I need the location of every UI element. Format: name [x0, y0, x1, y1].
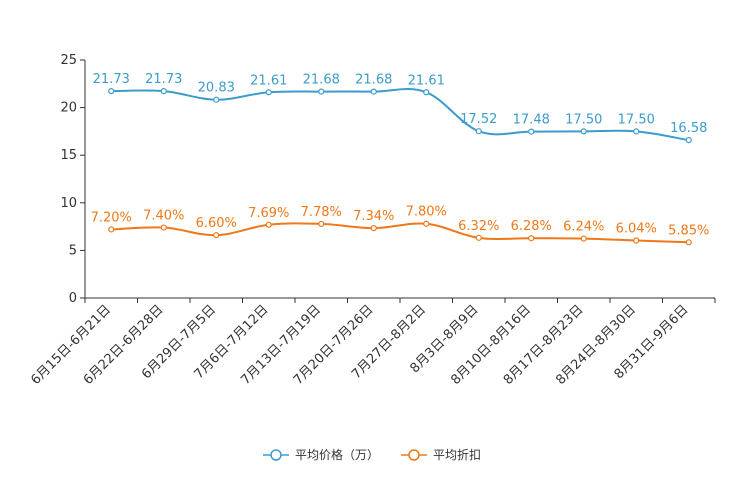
series-line-1 [111, 222, 689, 244]
data-point-1 [633, 237, 640, 244]
data-label-1: 6.28% [511, 219, 552, 234]
data-point-1 [528, 235, 535, 242]
legend-price-marker-icon [262, 448, 289, 461]
legend-discount-label: 平均折扣 [433, 448, 482, 462]
data-label-1: 6.60% [196, 216, 237, 231]
legend-price-label: 平均价格（万） [294, 448, 379, 462]
data-label-0: 21.61 [250, 73, 287, 88]
legend-item-discount[interactable]: 平均折扣 [401, 446, 481, 463]
data-label-0: 17.48 [513, 113, 550, 128]
series-line-0 [111, 88, 689, 142]
data-point-1 [685, 239, 692, 246]
y-tick-label: 0 [69, 291, 77, 306]
data-label-1: 7.20% [91, 210, 132, 225]
data-point-1 [423, 220, 430, 227]
data-label-1: 6.32% [458, 219, 499, 234]
data-label-1: 7.40% [143, 209, 184, 224]
data-point-0 [265, 89, 272, 96]
legend-item-price[interactable]: 平均价格（万） [262, 446, 379, 463]
data-point-0 [108, 88, 115, 95]
data-label-0: 21.61 [408, 73, 445, 88]
data-point-1 [475, 234, 482, 241]
data-point-0 [633, 128, 640, 135]
data-point-0 [213, 96, 220, 103]
data-point-1 [108, 226, 115, 233]
data-point-0 [580, 128, 587, 135]
data-label-0: 21.73 [145, 72, 182, 87]
data-point-0 [685, 137, 692, 144]
data-label-1: 7.69% [248, 206, 289, 221]
data-point-1 [318, 220, 325, 228]
data-label-0: 20.83 [198, 81, 235, 96]
data-point-1 [213, 232, 220, 239]
data-label-0: 16.58 [670, 121, 707, 136]
data-label-1: 7.80% [406, 205, 447, 220]
data-point-1 [580, 235, 587, 242]
data-label-0: 17.52 [460, 112, 497, 127]
data-point-0 [475, 128, 482, 135]
data-label-0: 21.68 [355, 73, 392, 88]
data-label-1: 5.85% [668, 223, 709, 238]
data-point-0 [423, 89, 430, 96]
data-label-1: 6.04% [616, 221, 657, 236]
data-label-0: 21.68 [303, 73, 340, 88]
data-point-0 [370, 88, 377, 95]
data-point-0 [528, 128, 535, 135]
data-label-1: 6.24% [563, 220, 604, 235]
legend-discount-marker-icon [401, 448, 427, 461]
y-tick-label: 10 [60, 196, 77, 211]
data-point-0 [318, 88, 325, 95]
y-tick-label: 25 [60, 53, 77, 68]
data-label-0: 17.50 [565, 112, 602, 127]
data-point-1 [265, 221, 272, 228]
data-label-1: 7.78% [301, 205, 342, 220]
legend: 平均价格（万） 平均折扣 [0, 446, 744, 463]
data-label-1: 7.34% [353, 209, 394, 224]
y-tick-label: 15 [60, 148, 77, 163]
data-label-0: 17.50 [618, 112, 655, 127]
y-tick-label: 5 [69, 243, 77, 258]
data-point-1 [160, 224, 167, 231]
data-label-0: 21.73 [93, 72, 130, 87]
data-point-0 [160, 88, 167, 95]
data-point-1 [370, 225, 377, 232]
y-tick-label: 20 [60, 101, 77, 116]
